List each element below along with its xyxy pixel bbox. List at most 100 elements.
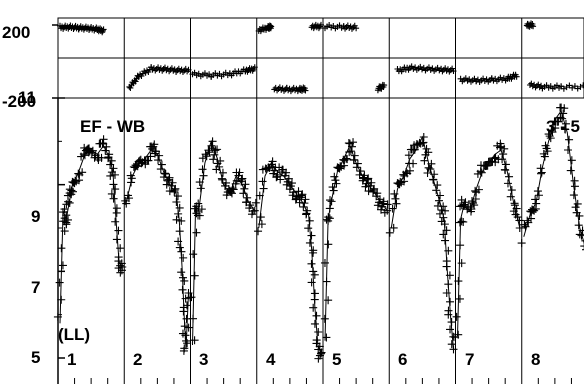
amplitude-point [183, 339, 192, 348]
amplitude-point [65, 198, 74, 207]
amplitude-point [457, 259, 466, 268]
amplitude-point [501, 160, 510, 169]
amplitude-point [146, 152, 155, 161]
panel-label: 7 [465, 350, 474, 369]
amplitude-point [517, 239, 526, 248]
amplitude-point [205, 148, 214, 157]
amplitude-point [343, 155, 352, 164]
amplitude-point [422, 144, 431, 153]
amplitude-point [361, 182, 370, 191]
amplitude-point [565, 135, 574, 144]
phase-point [132, 78, 139, 85]
amplitude-point [111, 170, 120, 179]
amplitude-point [440, 220, 449, 229]
amplitude-point [179, 253, 188, 262]
amplitude-point [63, 215, 72, 224]
amplitude-point [175, 227, 184, 236]
amplitude-point [312, 311, 321, 320]
amplitude-point [177, 268, 186, 277]
amplitude-point [385, 228, 394, 237]
amplitude-point [180, 322, 189, 331]
amplitude-point [350, 151, 359, 160]
amplitude-point [459, 201, 468, 210]
amplitude-point [307, 259, 316, 268]
amplitude-point [435, 209, 444, 218]
amplitude-point [580, 242, 584, 251]
amplitude-point [161, 169, 170, 178]
amplitude-point [388, 204, 397, 213]
amplitude-point [58, 261, 67, 270]
amplitude-point [60, 217, 69, 226]
amplitude-point [161, 169, 169, 178]
amplitude-point [409, 159, 418, 168]
phase-point [282, 86, 289, 93]
amplitude-point [528, 205, 537, 214]
amplitude-point [439, 230, 448, 239]
amplitude-point [436, 191, 445, 200]
amplitude-point [477, 168, 486, 177]
amplitude-point [297, 191, 306, 200]
amplitude-point [533, 187, 542, 196]
amplitude-point [434, 196, 443, 205]
amplitude-point [503, 179, 512, 188]
amplitude-point [127, 178, 136, 187]
amplitude-point [511, 210, 520, 219]
amplitude-point [444, 280, 453, 289]
amplitude-point [184, 323, 193, 332]
panel-label: 6 [398, 350, 407, 369]
phase-point [99, 27, 106, 34]
amplitude-point [255, 191, 264, 200]
amplitude-point [455, 294, 464, 303]
amplitude-point [57, 244, 66, 253]
amplitude-point [165, 187, 174, 196]
amplitude-point [469, 199, 478, 208]
amplitude-point [109, 194, 118, 203]
amplitude-point [342, 154, 351, 163]
amplitude-point [320, 314, 329, 323]
amplitude-point [454, 330, 463, 339]
phase-point [530, 23, 537, 30]
amplitude-point [521, 222, 530, 231]
amplitude-point [506, 192, 515, 201]
amplitude-point [165, 173, 174, 182]
amplitude-point [250, 206, 259, 215]
amplitude-point [353, 159, 362, 168]
amplitude-point [405, 166, 414, 175]
amplitude-point [545, 132, 554, 141]
amplitude-point [157, 160, 166, 169]
amplitude-point [470, 201, 479, 210]
amplitude-y-tick-label: 9 [31, 207, 40, 226]
amplitude-point [189, 314, 198, 323]
panel-label: 8 [531, 350, 540, 369]
amplitude-point [498, 155, 507, 164]
amplitude-point [259, 184, 268, 193]
amplitude-point [347, 142, 356, 151]
amplitude-series-line [457, 149, 521, 337]
amplitude-point [330, 172, 339, 181]
amplitude-point [151, 147, 160, 156]
amplitude-point [310, 319, 319, 328]
amplitude-point [383, 206, 392, 215]
amplitude-point [209, 155, 218, 164]
amplitude-point [441, 206, 450, 215]
amplitude-point [455, 218, 464, 227]
panel-label: 1 [67, 350, 76, 369]
amplitude-point [195, 178, 204, 187]
amplitude-point [581, 240, 584, 242]
amplitude-point [352, 163, 361, 172]
phase-point [538, 82, 545, 89]
amplitude-point [210, 150, 219, 159]
amplitude-point [57, 295, 66, 304]
amplitude-point [104, 153, 113, 162]
amplitude-point [531, 195, 540, 204]
amplitude-point [447, 318, 456, 327]
amplitude-point [101, 146, 110, 155]
amplitude-y-tick-label: 7 [31, 278, 40, 297]
amplitude-point [474, 185, 483, 194]
amplitude-point [194, 199, 203, 208]
amplitude-point [534, 191, 543, 200]
amplitude-point [329, 186, 338, 195]
amplitude-point [251, 198, 260, 207]
amplitude-point [109, 180, 118, 189]
